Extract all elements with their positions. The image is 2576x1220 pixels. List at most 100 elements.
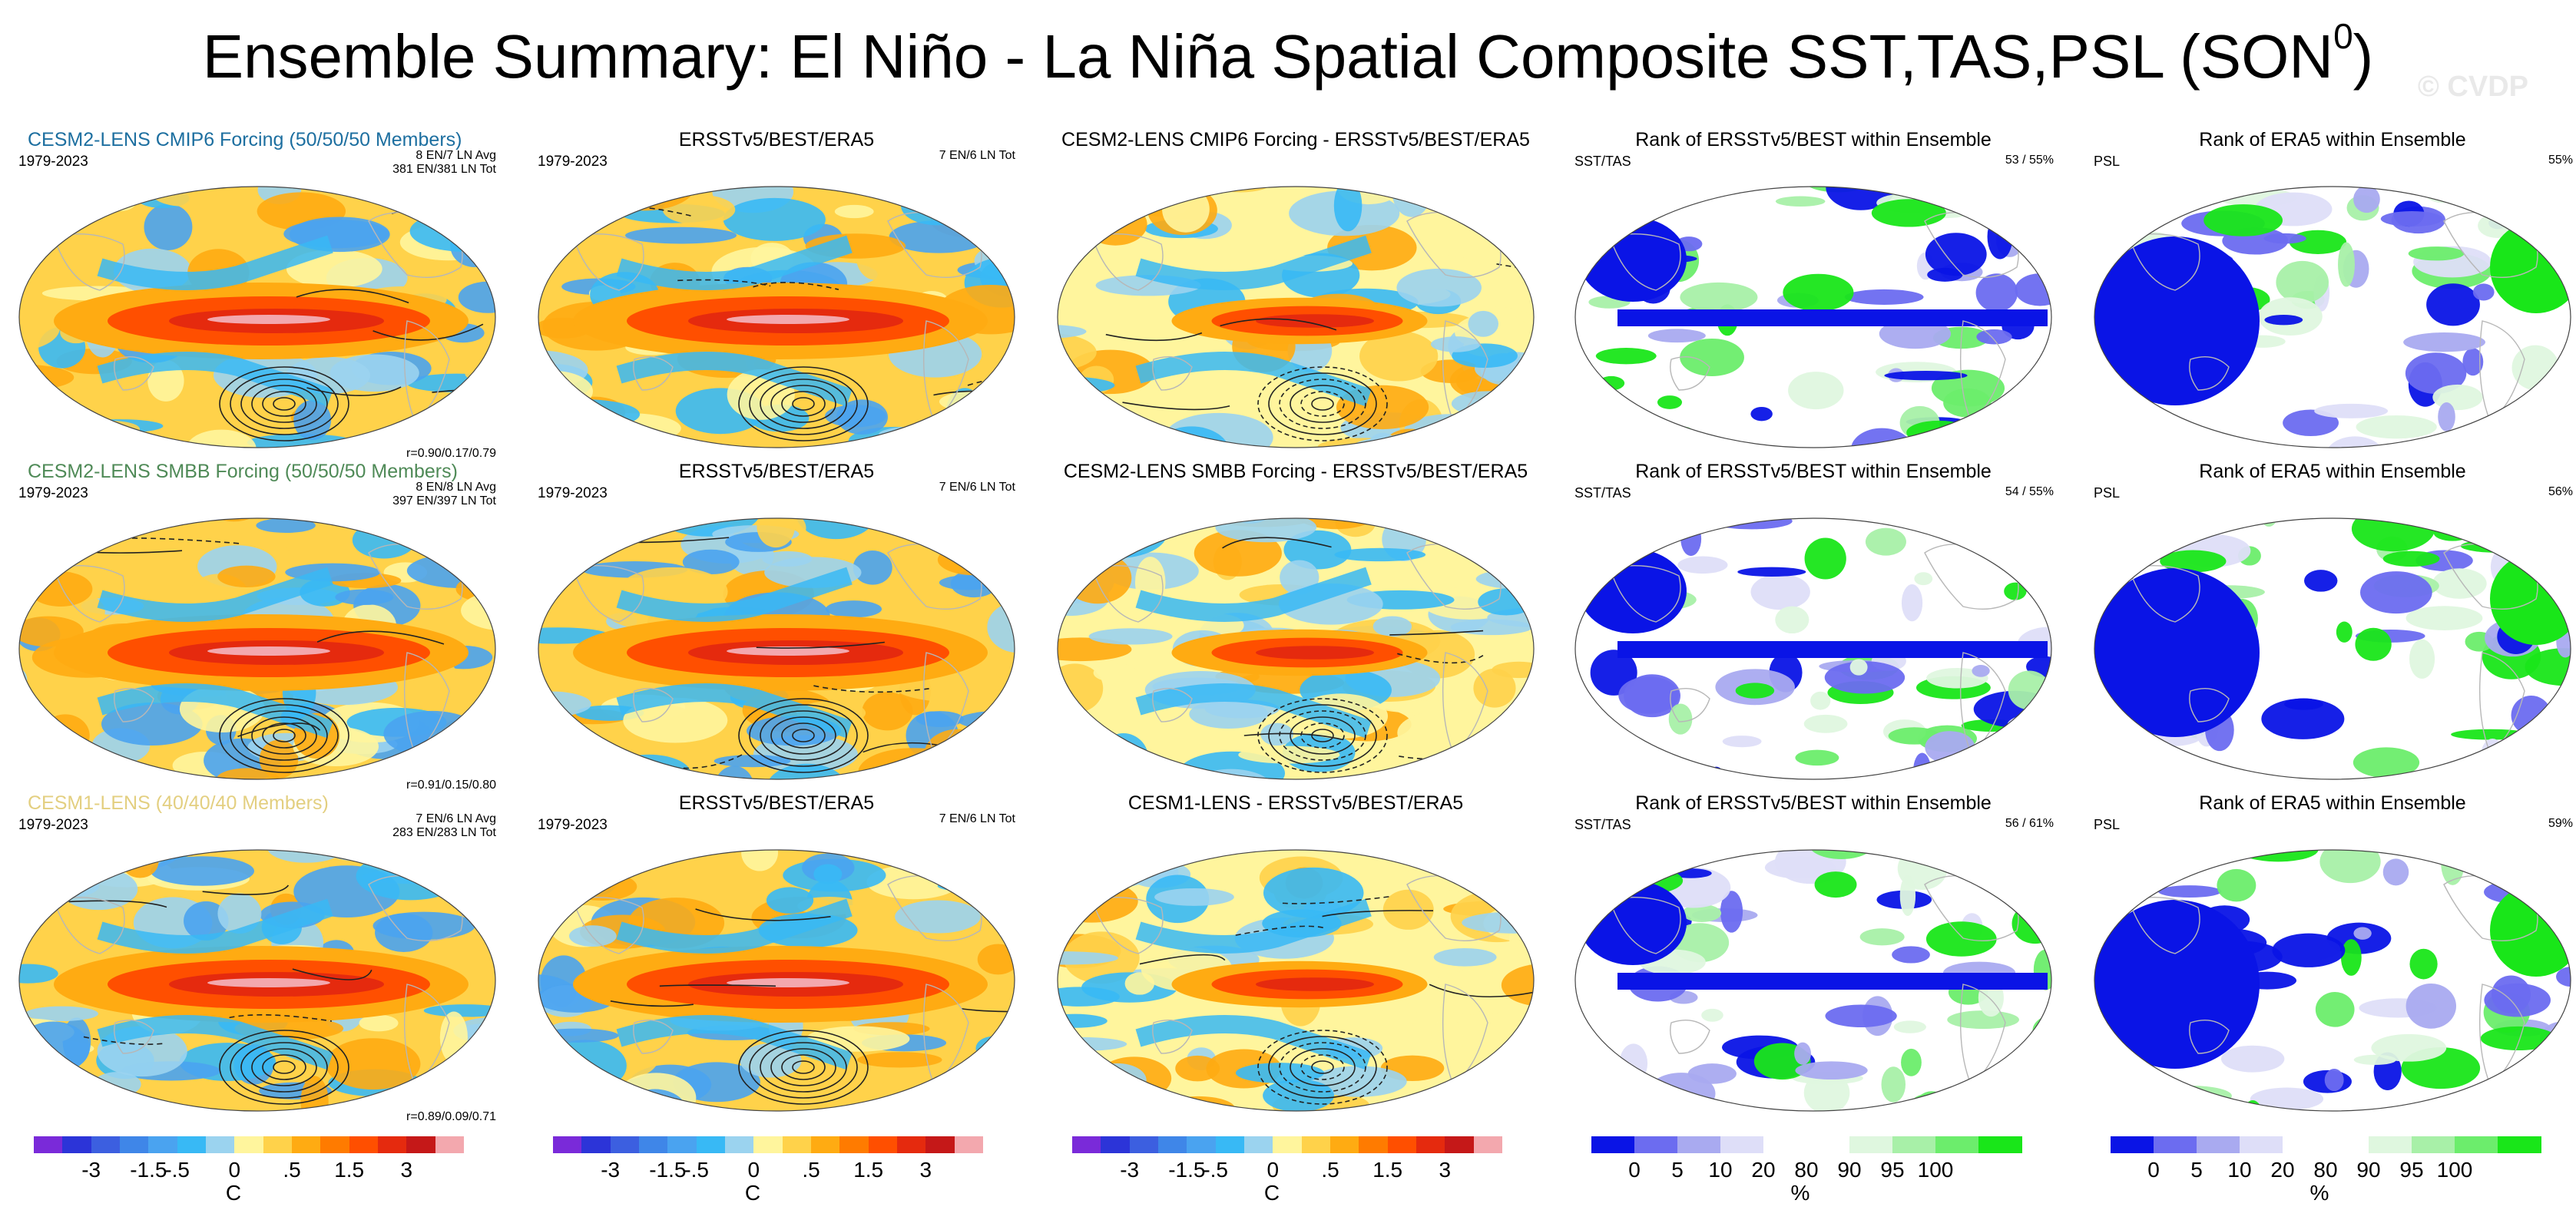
colorbar-box [435, 1136, 465, 1153]
colorbar-box [581, 1136, 611, 1153]
rank-colorbar-1: 0 5 10 20 80 90 95 100% [1591, 1136, 2022, 1205]
title-close: ) [2353, 22, 2374, 91]
pattern-correlation: r=0.90/0.17/0.79 [406, 447, 496, 460]
period-label: 1979-2023 [18, 817, 88, 833]
colorbar-box [34, 1136, 63, 1153]
map-panel-r1c3: CESM2-LENS CMIP6 Forcing - ERSSTv5/BEST/… [1046, 129, 1545, 459]
colorbar-box [639, 1136, 668, 1153]
globe-map [18, 517, 496, 780]
colorbar-box [1591, 1136, 1635, 1153]
colorbar-box [2326, 1136, 2369, 1153]
colorbar-tick-label: -3 [601, 1158, 621, 1182]
colorbar-tick-label: 3 [919, 1158, 932, 1182]
colorbar-tick-label: 10 [2227, 1158, 2252, 1182]
count-line: 7 EN/6 LN Tot [939, 149, 1015, 162]
colorbar-box [610, 1136, 640, 1153]
colorbar-box [2154, 1136, 2197, 1153]
colorbar-box [1978, 1136, 2022, 1153]
period-label: 1979-2023 [538, 154, 608, 170]
panel-title: CESM2-LENS SMBB Forcing (50/50/50 Member… [28, 461, 458, 482]
pattern-correlation: r=0.89/0.09/0.71 [406, 1110, 496, 1123]
colorbar-tick-label: 0 [228, 1158, 241, 1182]
colorbar-box [1935, 1136, 1979, 1153]
panel-title: CESM1-LENS (40/40/40 Members) [28, 792, 329, 814]
title-text: Ensemble Summary: El Niño - La Niña Spat… [202, 22, 2334, 91]
colorbar-box [868, 1136, 898, 1153]
colorbar-box [177, 1136, 207, 1153]
colorbar-box [725, 1136, 754, 1153]
count-line: 8 EN/8 LN Avg [416, 481, 496, 494]
colorbar-tick-label: 5 [2190, 1158, 2203, 1182]
colorbar-unit: C [1263, 1181, 1280, 1205]
colorbar-unit: C [744, 1181, 761, 1205]
colorbar-box [1129, 1136, 1159, 1153]
colorbar-tick-label: 1.5 [853, 1158, 884, 1182]
rank-colorbar-2: 0 5 10 20 80 90 95 100% [2111, 1136, 2541, 1205]
colorbar-box [667, 1136, 697, 1153]
globe-map [18, 186, 496, 448]
colorbar-tick-label: 0 [1266, 1158, 1280, 1182]
count-line: 283 EN/283 LN Tot [392, 826, 496, 839]
period-label: 1979-2023 [18, 485, 88, 501]
globe-map [538, 849, 1015, 1112]
colorbar-tick-label: -1.5 [1168, 1158, 1206, 1182]
colorbar-box [1720, 1136, 1764, 1153]
colorbar-box [839, 1136, 869, 1153]
colorbar-tick-label: -3 [1120, 1158, 1140, 1182]
map-panel-r3c1: CESM1-LENS (40/40/40 Members) 1979-2023 7 … [8, 792, 507, 1123]
colorbar-tick-label: -.5 [164, 1158, 190, 1182]
period-label: 1979-2023 [538, 817, 608, 833]
colorbar-box [897, 1136, 926, 1153]
colorbar-box [263, 1136, 293, 1153]
composite-count: 8 EN/7 LN Avg 381 EN/381 LN Tot [392, 149, 496, 177]
colorbar-tick-label: 0 [1628, 1158, 1641, 1182]
colorbar-box [406, 1136, 436, 1153]
panel-title: CESM2-LENS CMIP6 Forcing (50/50/50 Membe… [28, 129, 462, 150]
count-line: 7 EN/6 LN Tot [939, 812, 1015, 825]
colorbar-box [925, 1136, 955, 1153]
colorbar-tick-label: -1.5 [130, 1158, 167, 1182]
colorbar-box [1473, 1136, 1503, 1153]
colorbar-box [292, 1136, 321, 1153]
colorbar-tick-label: -.5 [1203, 1158, 1228, 1182]
colorbar-box [782, 1136, 812, 1153]
panel-title: CESM2-LENS SMBB Forcing - ERSSTv5/BEST/E… [1063, 461, 1528, 482]
colorbar-box [320, 1136, 350, 1153]
colorbar-box [349, 1136, 379, 1153]
colorbar-box [1244, 1136, 1273, 1153]
colorbar-box [2111, 1136, 2154, 1153]
globe-map [1057, 517, 1535, 780]
count-line: 7 EN/6 LN Tot [939, 481, 1015, 494]
colorbar-tick-label: 1.5 [334, 1158, 365, 1182]
variable-label: SST/TAS [1574, 817, 1631, 832]
map-panel-r1c1: CESM2-LENS CMIP6 Forcing (50/50/50 Membe… [8, 129, 507, 460]
count-line: 397 EN/397 LN Tot [392, 494, 496, 508]
colorbar-box [234, 1136, 264, 1153]
colorbar-box [753, 1136, 783, 1153]
panel-title: ERSSTv5/BEST/ERA5 [678, 792, 875, 814]
map-panel-r1c2: ERSSTv5/BEST/ERA5 1979-2023 7 EN/6 LN Tot [527, 129, 1026, 459]
count-line: 381 EN/381 LN Tot [392, 163, 496, 176]
colorbar-unit: C [225, 1181, 242, 1205]
colorbar-tick-label: .5 [283, 1158, 301, 1182]
panel-title: Rank of ERSSTv5/BEST within Ensemble [1635, 129, 1992, 150]
panel-title: CESM1-LENS - ERSSTv5/BEST/ERA5 [1127, 792, 1464, 814]
colorbar-box [1677, 1136, 1721, 1153]
pattern-correlation: r=0.91/0.15/0.80 [406, 779, 496, 792]
colorbar-box [1892, 1136, 1936, 1153]
temperature-colorbar-3: -3 -1.5 -.5 0 .5 1.5 3 C [1072, 1136, 1503, 1205]
colorbar-tick-label: 3 [400, 1158, 413, 1182]
map-panel-r3c3: CESM1-LENS - ERSSTv5/BEST/ERA5 [1046, 792, 1545, 1122]
figure-title: Ensemble Summary: El Niño - La Niña Spat… [0, 18, 2576, 92]
globe-map [1057, 186, 1535, 448]
colorbar-tick-label: 20 [2270, 1158, 2295, 1182]
colorbar-box [1387, 1136, 1417, 1153]
colorbar-box [2369, 1136, 2412, 1153]
map-panel-r2c4: Rank of ERSSTv5/BEST within Ensemble SST/… [1564, 461, 2063, 791]
colorbar-tick-label: 5 [1671, 1158, 1684, 1182]
colorbar-tick-label: 10 [1708, 1158, 1733, 1182]
colorbar-box [1101, 1136, 1131, 1153]
panel-title: ERSSTv5/BEST/ERA5 [678, 461, 875, 482]
colorbar-tick-label: .5 [1321, 1158, 1339, 1182]
map-panel-r3c4: Rank of ERSSTv5/BEST within Ensemble SST/… [1564, 792, 2063, 1122]
